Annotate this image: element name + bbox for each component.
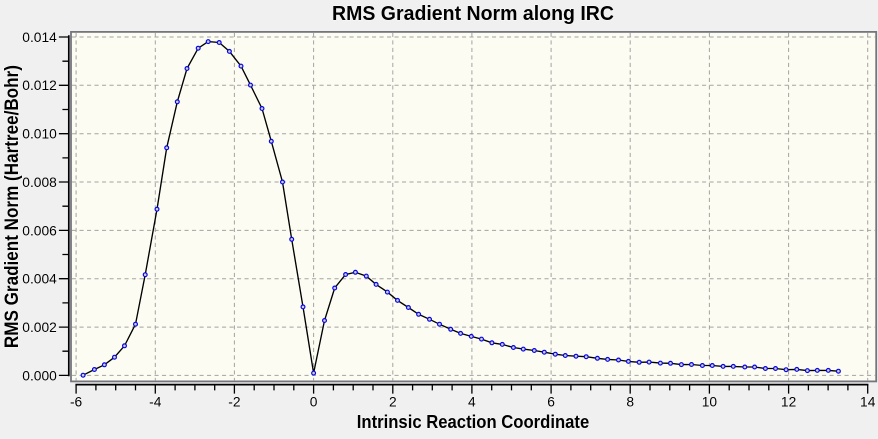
svg-text:0.010: 0.010 bbox=[22, 127, 57, 142]
svg-text:0.006: 0.006 bbox=[22, 223, 57, 238]
svg-text:0.002: 0.002 bbox=[22, 320, 57, 335]
svg-text:-2: -2 bbox=[228, 395, 240, 410]
svg-text:0.000: 0.000 bbox=[22, 368, 57, 383]
svg-text:0.008: 0.008 bbox=[22, 175, 57, 190]
svg-text:RMS Gradient Norm (Hartree/Boh: RMS Gradient Norm (Hartree/Bohr) bbox=[2, 65, 23, 348]
svg-text:-4: -4 bbox=[149, 395, 162, 410]
svg-text:8: 8 bbox=[626, 395, 634, 410]
svg-text:6: 6 bbox=[547, 395, 555, 410]
svg-text:RMS Gradient Norm along IRC: RMS Gradient Norm along IRC bbox=[332, 2, 614, 25]
svg-text:12: 12 bbox=[781, 395, 796, 410]
svg-text:Intrinsic Reaction Coordinate: Intrinsic Reaction Coordinate bbox=[357, 411, 590, 432]
svg-text:0: 0 bbox=[310, 395, 318, 410]
svg-text:14: 14 bbox=[860, 395, 876, 410]
svg-text:-6: -6 bbox=[70, 395, 83, 410]
svg-text:0.012: 0.012 bbox=[22, 78, 57, 93]
svg-text:10: 10 bbox=[702, 395, 718, 410]
svg-text:0.004: 0.004 bbox=[22, 272, 57, 287]
svg-text:0.014: 0.014 bbox=[22, 30, 57, 45]
svg-text:2: 2 bbox=[389, 395, 397, 410]
svg-text:4: 4 bbox=[468, 395, 476, 410]
